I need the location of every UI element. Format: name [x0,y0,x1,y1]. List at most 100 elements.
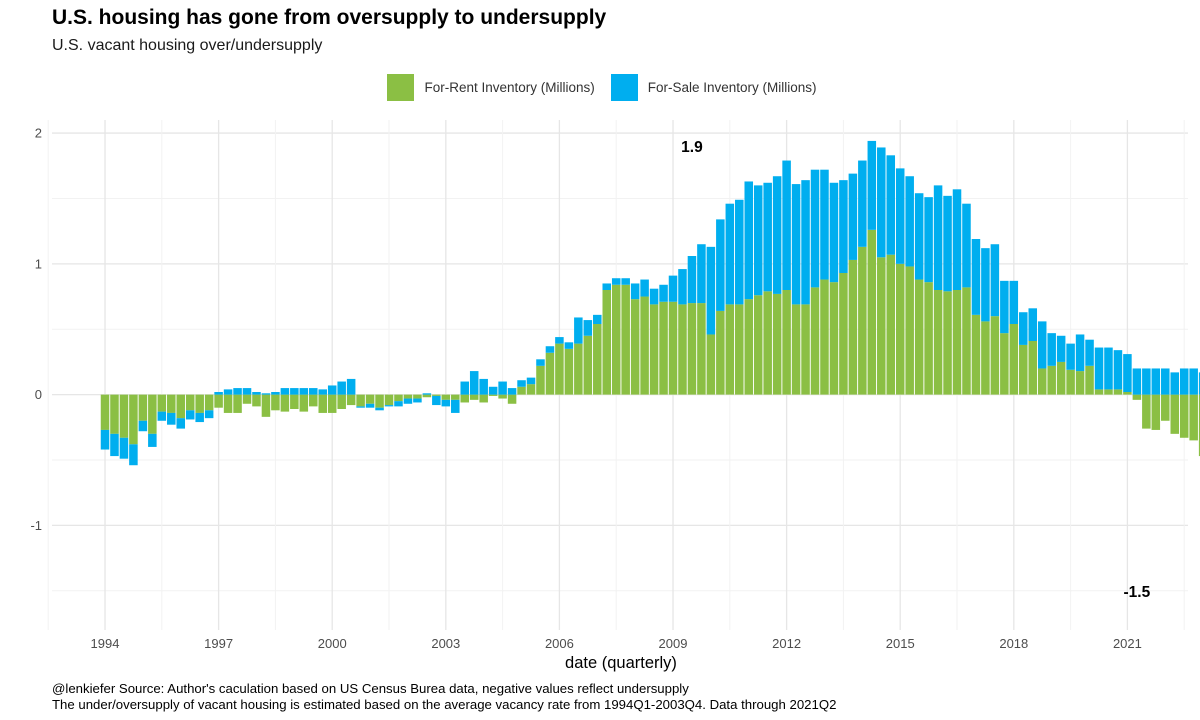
bar-for-rent [725,304,735,395]
bar-for-rent [242,394,252,404]
bar-for-rent [1056,361,1066,395]
bar-for-sale [507,388,517,395]
bar-for-sale [924,197,933,283]
bar-for-sale [110,433,119,457]
bar-for-rent [649,304,659,395]
bar-for-rent [574,343,583,395]
bar-for-rent [148,394,157,434]
chart-title: U.S. housing has gone from oversupply to… [52,6,607,29]
bar-for-rent [185,394,195,411]
bar-for-rent [441,394,451,400]
bar-for-sale [1066,343,1075,370]
bar-for-rent [223,394,233,413]
x-tick-label: 2021 [1113,636,1142,651]
bar-for-sale [555,337,564,344]
bar-for-sale [375,407,384,411]
bar-for-rent [413,394,422,399]
bar-for-rent [810,287,820,395]
bar-for-sale [1161,368,1170,395]
bar-for-sale [1085,339,1094,366]
bar-for-rent [422,394,432,398]
bar-for-sale [365,403,375,408]
bar-for-sale [602,283,612,290]
bar-for-rent [526,384,536,395]
bar-for-sale [981,248,990,322]
bar-for-sale [176,418,186,429]
bar-for-sale [678,269,687,305]
bar-for-rent [744,299,754,395]
bar-for-sale [962,203,971,288]
bar-for-sale [1009,280,1019,324]
bar-for-rent [545,352,555,395]
bar-for-sale [403,398,413,404]
bar-for-rent [593,324,602,395]
bar-for-rent [507,394,517,404]
bar-for-rent [801,304,810,395]
bar-for-sale [1028,308,1038,341]
bar-for-sale [971,239,981,315]
bar-for-rent [309,394,318,407]
bar-for-rent [233,394,242,413]
bar-for-sale [895,168,905,264]
gridlines [47,120,1188,630]
bar-for-rent [962,287,971,395]
bar-for-sale [337,381,346,395]
bar-for-sale [1198,372,1200,395]
bar-for-rent [1075,371,1085,395]
bar-for-sale [791,184,801,305]
bar-for-sale [611,278,621,285]
bar-for-rent [735,304,744,395]
bar-for-rent [905,266,914,395]
bar-for-rent [1104,389,1113,395]
bar-for-rent [659,301,668,395]
bar-for-rent [138,394,148,421]
bar-for-sale [725,203,735,305]
bar-for-sale [905,176,914,267]
caption-source: @lenkiefer Source: Author's caculation b… [52,681,689,696]
x-axis: 1994 1997 2000 2003 2006 2009 2012 2015 2018 2021 [91,636,1142,651]
bar-for-rent [204,394,214,411]
bar-for-rent [858,246,867,395]
bar-for-sale [185,410,195,420]
bar-for-rent [716,310,725,395]
y-axis: 2 1 0 -1 [30,126,42,533]
bar-for-sale [943,195,952,292]
bar-for-sale [1113,350,1123,390]
bar-for-rent [839,273,848,395]
bar-for-rent [356,394,365,407]
x-tick-label: 2009 [659,636,688,651]
bar-for-rent [564,348,574,395]
bar-for-sale [441,399,451,407]
bar-for-sale [1047,333,1056,366]
bar-for-sale [630,283,640,300]
bar-for-sale [1000,280,1009,334]
bar-for-rent [469,394,479,400]
bar-for-sale [858,160,867,247]
bar-for-rent [110,394,119,434]
bar-for-sale [346,378,356,395]
bar-for-sale [952,189,962,290]
bar-for-sale [1170,372,1180,395]
bar-for-rent [820,279,829,395]
bar-for-rent [829,282,839,395]
bar-for-sale [933,185,943,290]
bar-for-rent [365,394,375,404]
bar-for-rent [782,290,791,395]
bar-for-sale [886,155,896,255]
bar-for-sale [394,401,403,407]
legend: For-Rent Inventory (Millions) For-Sale I… [0,74,1200,101]
bar-for-sale [1132,368,1142,395]
bar-for-sale [422,393,432,395]
bar-for-sale [536,359,545,366]
bar-for-sale [1142,368,1151,395]
bar-for-rent [498,394,507,399]
bar-for-sale [526,377,536,385]
bar-for-rent [1085,365,1094,395]
x-axis-title: date (quarterly) [565,654,677,672]
bar-for-sale [233,388,242,395]
bar-for-rent [318,394,328,413]
bar-for-sale [223,389,233,395]
bar-for-rent [167,394,176,413]
bar-for-rent [1132,394,1142,400]
bar-for-sale [1075,334,1085,372]
